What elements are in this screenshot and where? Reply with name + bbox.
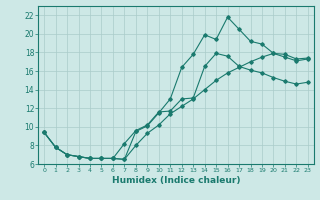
X-axis label: Humidex (Indice chaleur): Humidex (Indice chaleur) <box>112 176 240 185</box>
